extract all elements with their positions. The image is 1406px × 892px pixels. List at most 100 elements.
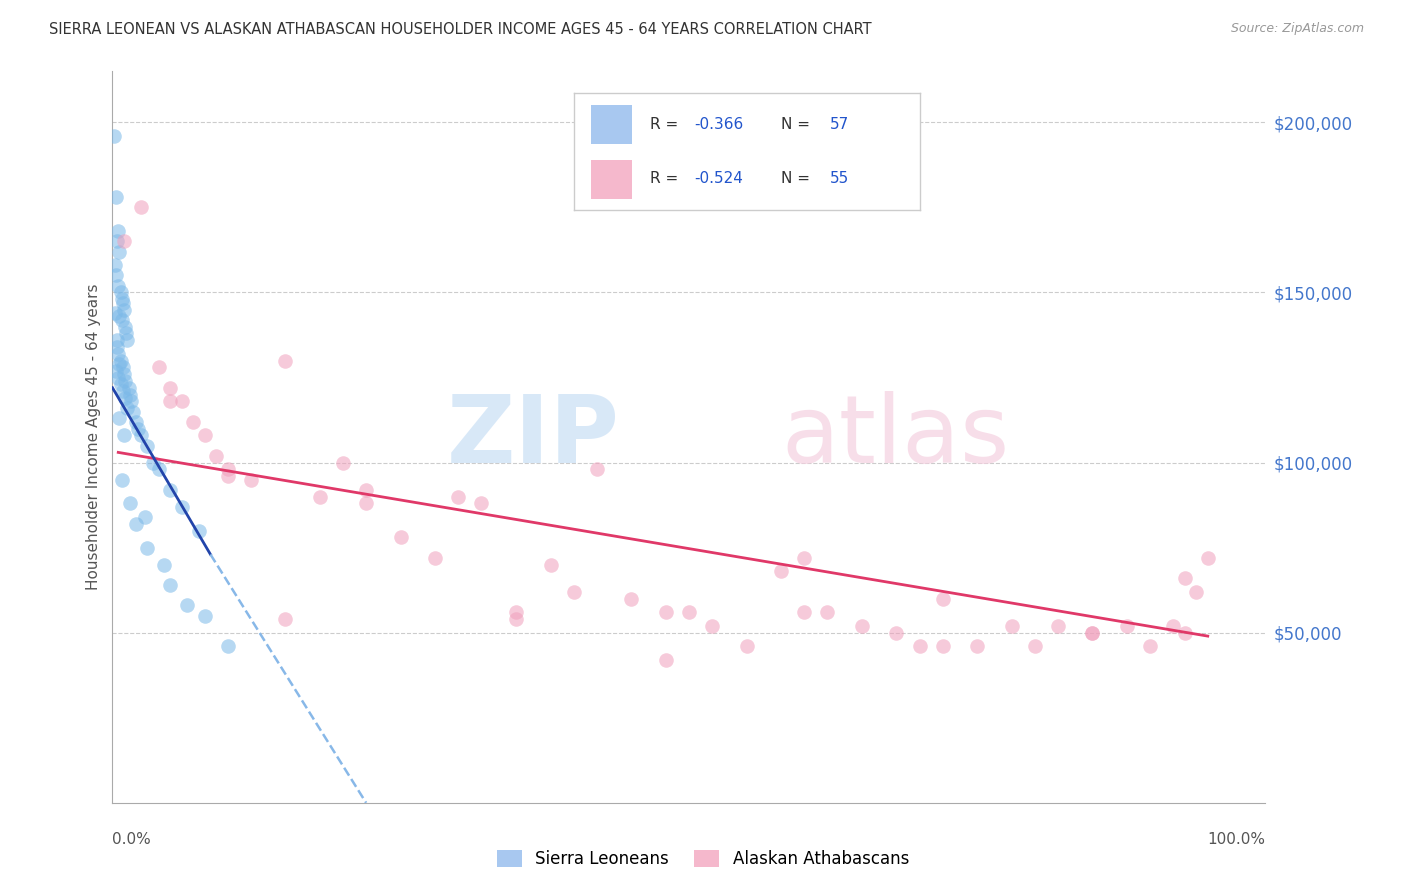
Point: [111, 312, 134, 326]
Point: [104, 258, 127, 272]
Point: [217, 469, 239, 483]
Point: [505, 612, 527, 626]
Legend: Sierra Leoneans, Alaskan Athabascans: Sierra Leoneans, Alaskan Athabascans: [491, 843, 915, 875]
Point: [562, 585, 585, 599]
Point: [105, 235, 128, 249]
Point: [770, 565, 793, 579]
Point: [105, 333, 128, 347]
Text: SIERRA LEONEAN VS ALASKAN ATHABASCAN HOUSEHOLDER INCOME AGES 45 - 64 YEARS CORRE: SIERRA LEONEAN VS ALASKAN ATHABASCAN HOU…: [49, 22, 872, 37]
Point: [181, 415, 204, 429]
Point: [117, 381, 139, 395]
Point: [112, 428, 135, 442]
Point: [205, 449, 228, 463]
Point: [153, 558, 176, 572]
Point: [274, 353, 297, 368]
Point: [815, 605, 838, 619]
Point: [585, 462, 607, 476]
Point: [118, 496, 141, 510]
Point: [793, 605, 815, 619]
Point: [129, 428, 153, 442]
Point: [620, 591, 643, 606]
Point: [107, 224, 129, 238]
Point: [107, 278, 129, 293]
Point: [117, 333, 139, 347]
Point: [1161, 619, 1184, 633]
Text: atlas: atlas: [782, 391, 1010, 483]
Point: [110, 353, 132, 368]
Point: [354, 483, 377, 497]
Point: [1081, 625, 1104, 640]
Point: [966, 640, 988, 654]
Point: [851, 619, 873, 633]
Point: [111, 473, 134, 487]
Point: [159, 381, 181, 395]
Point: [1185, 585, 1208, 599]
Point: [239, 473, 262, 487]
Point: [111, 293, 134, 307]
Point: [136, 439, 159, 453]
Point: [120, 394, 142, 409]
Point: [122, 404, 145, 418]
Point: [389, 531, 412, 545]
Point: [115, 326, 138, 341]
Point: [655, 653, 678, 667]
Point: [1139, 640, 1161, 654]
Point: [111, 295, 134, 310]
Point: [108, 357, 131, 371]
Point: [114, 319, 136, 334]
Point: [118, 387, 141, 401]
Point: [103, 128, 125, 143]
Point: [117, 401, 139, 416]
Point: [886, 625, 908, 640]
Point: [107, 347, 129, 361]
Point: [1081, 625, 1104, 640]
Point: [104, 268, 127, 283]
Point: [1174, 625, 1197, 640]
Point: [104, 364, 127, 378]
Point: [700, 619, 723, 633]
Point: [142, 456, 165, 470]
Point: [148, 360, 170, 375]
Point: [540, 558, 562, 572]
Point: [108, 244, 131, 259]
Point: [1116, 619, 1139, 633]
Point: [425, 550, 447, 565]
Point: [735, 640, 758, 654]
Point: [110, 377, 132, 392]
Point: [470, 496, 492, 510]
Point: [793, 550, 815, 565]
Point: [104, 306, 127, 320]
Point: [217, 640, 239, 654]
Point: [309, 490, 332, 504]
Point: [114, 391, 136, 405]
Point: [114, 374, 136, 388]
Point: [332, 456, 354, 470]
Point: [136, 541, 159, 555]
Text: ZIP: ZIP: [447, 391, 620, 483]
Text: Source: ZipAtlas.com: Source: ZipAtlas.com: [1230, 22, 1364, 36]
Point: [111, 360, 134, 375]
Point: [678, 605, 700, 619]
Point: [112, 235, 135, 249]
Text: 100.0%: 100.0%: [1208, 832, 1265, 847]
Point: [159, 483, 181, 497]
Point: [159, 578, 181, 592]
Point: [124, 516, 146, 531]
Point: [354, 496, 377, 510]
Point: [108, 310, 131, 324]
Point: [194, 428, 217, 442]
Point: [1024, 640, 1046, 654]
Point: [217, 462, 239, 476]
Point: [447, 490, 470, 504]
Point: [129, 201, 153, 215]
Point: [110, 285, 132, 300]
Point: [105, 340, 128, 354]
Point: [159, 394, 181, 409]
Point: [134, 510, 156, 524]
Point: [1046, 619, 1069, 633]
Point: [1001, 619, 1024, 633]
Point: [1197, 550, 1219, 565]
Point: [112, 302, 135, 317]
Y-axis label: Householder Income Ages 45 - 64 years: Householder Income Ages 45 - 64 years: [86, 284, 101, 591]
Point: [655, 605, 678, 619]
